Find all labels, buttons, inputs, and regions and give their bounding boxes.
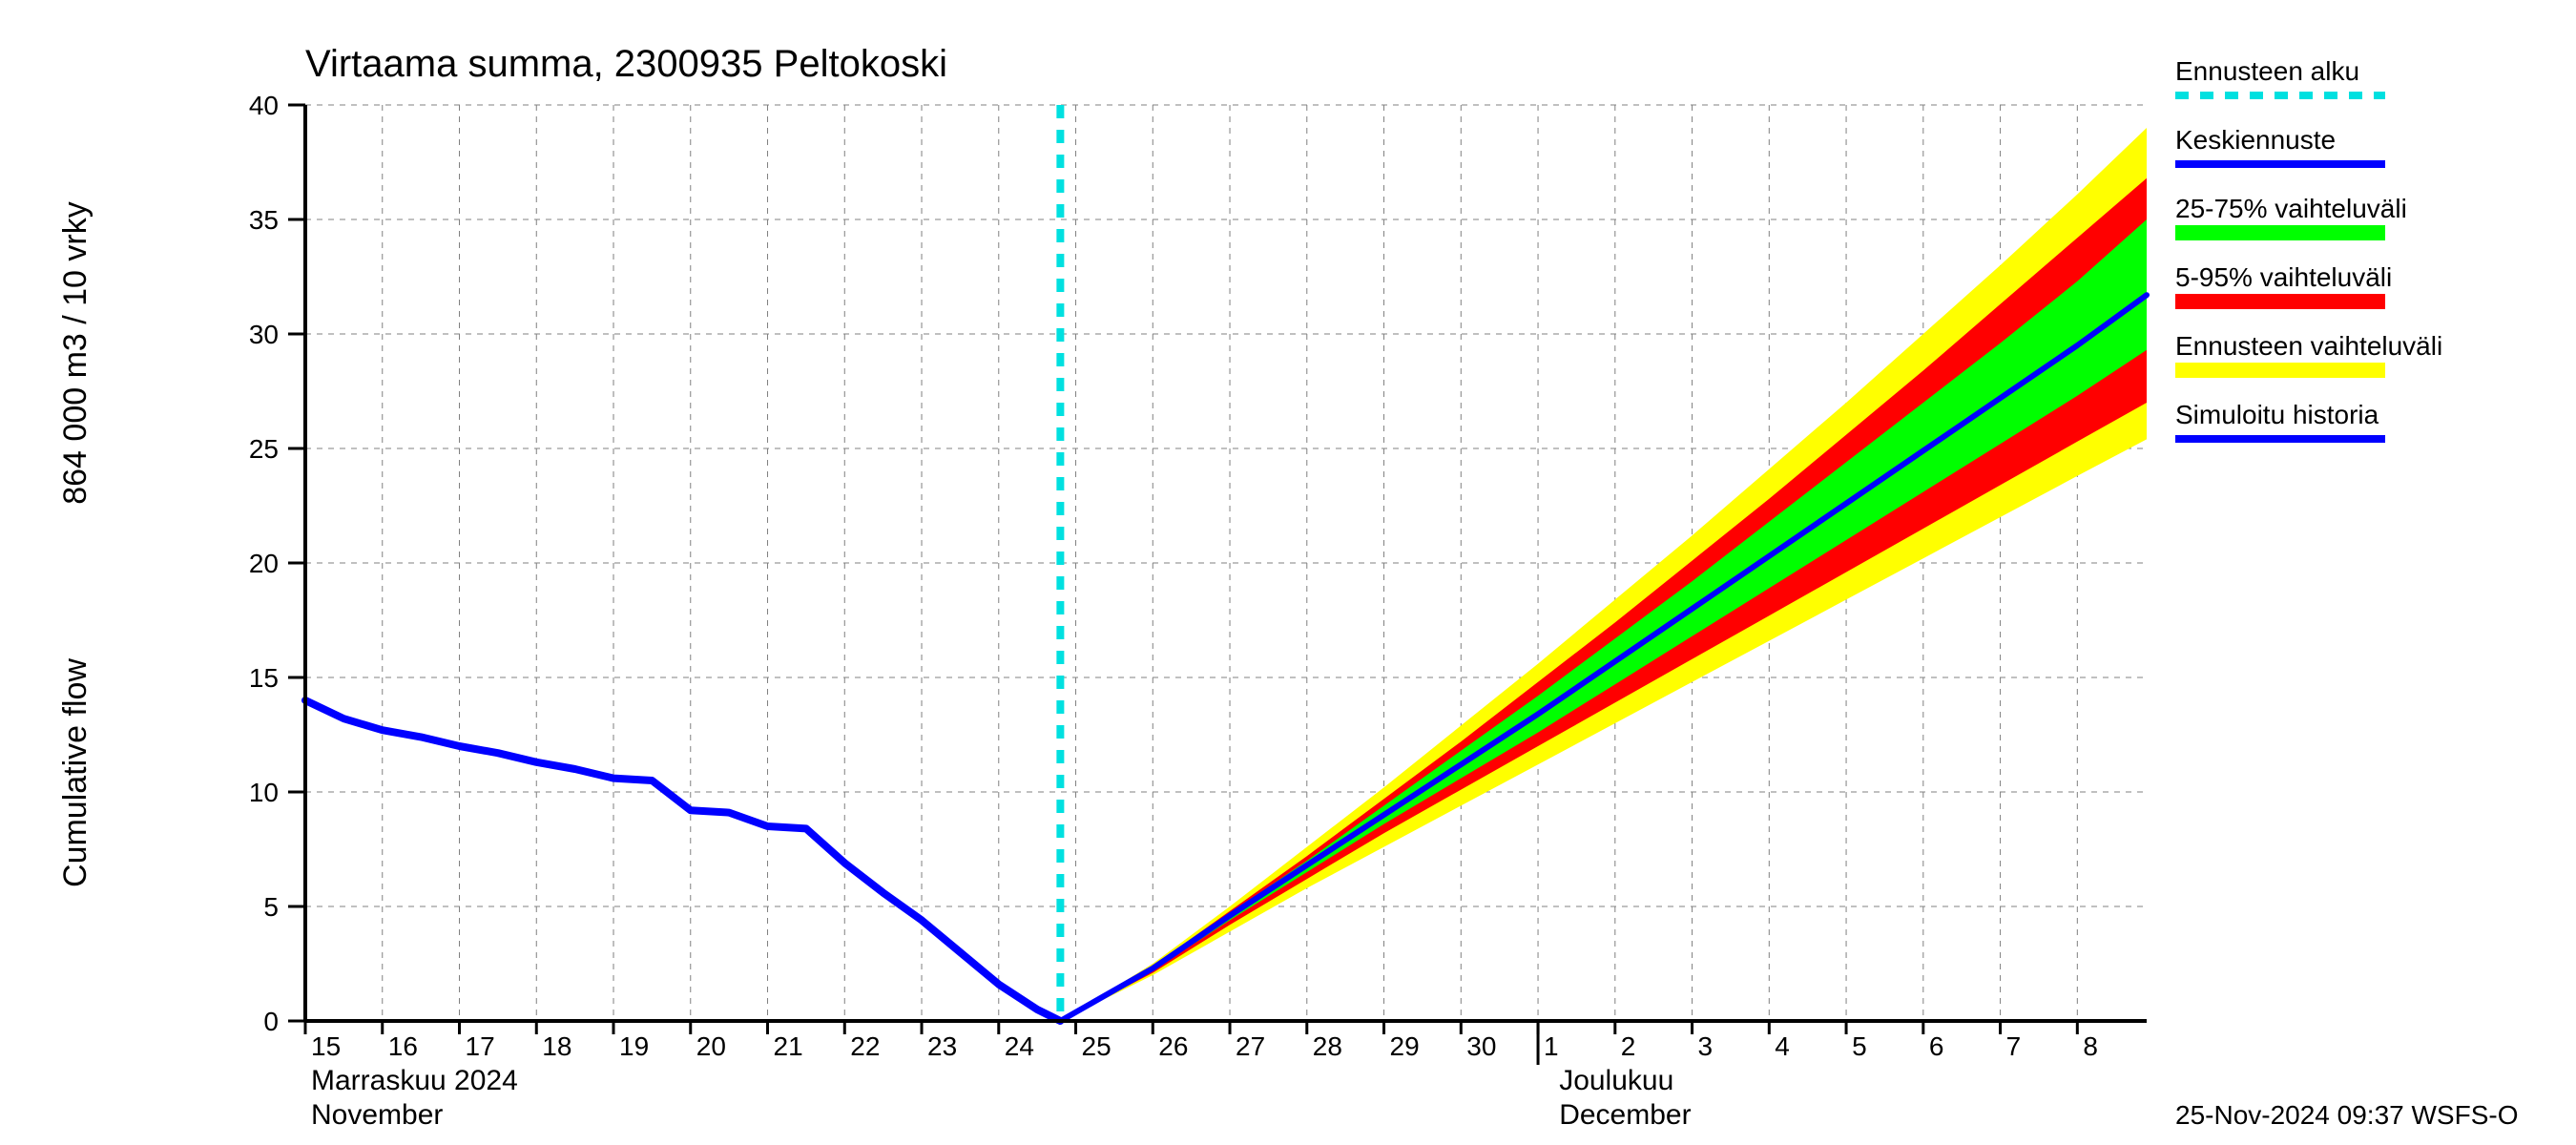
y-tick-label: 25 bbox=[249, 434, 279, 464]
legend-label: Keskiennuste bbox=[2175, 125, 2336, 155]
x-tick-label: 26 bbox=[1158, 1031, 1188, 1061]
month-label-left-en: November bbox=[311, 1099, 443, 1131]
legend-swatch-band bbox=[2175, 294, 2385, 309]
legend-swatch-band bbox=[2175, 363, 2385, 378]
y-axis-label-line1: Cumulative flow bbox=[57, 658, 93, 887]
y-tick-label: 35 bbox=[249, 205, 279, 235]
x-tick-label: 1 bbox=[1544, 1031, 1559, 1061]
legend-label: 25-75% vaihteluväli bbox=[2175, 194, 2407, 223]
legend-label: Ennusteen alku bbox=[2175, 56, 2359, 86]
chart-background bbox=[0, 0, 2576, 1145]
y-tick-label: 0 bbox=[263, 1007, 279, 1036]
y-axis-label-line2: 864 000 m3 / 10 vrky bbox=[57, 201, 93, 505]
x-tick-label: 7 bbox=[2006, 1031, 2022, 1061]
legend-swatch-band bbox=[2175, 225, 2385, 240]
chart-title: Virtaama summa, 2300935 Peltokoski bbox=[305, 43, 947, 85]
x-tick-label: 2 bbox=[1621, 1031, 1636, 1061]
x-tick-label: 27 bbox=[1236, 1031, 1265, 1061]
legend-label: 5-95% vaihteluväli bbox=[2175, 262, 2392, 292]
x-tick-label: 25 bbox=[1082, 1031, 1111, 1061]
month-label-right-fi: Joulukuu bbox=[1559, 1065, 1673, 1096]
x-tick-label: 18 bbox=[542, 1031, 571, 1061]
x-tick-label: 30 bbox=[1466, 1031, 1496, 1061]
x-tick-label: 5 bbox=[1852, 1031, 1867, 1061]
x-tick-label: 16 bbox=[388, 1031, 418, 1061]
x-tick-label: 24 bbox=[1005, 1031, 1034, 1061]
x-tick-label: 22 bbox=[850, 1031, 880, 1061]
y-tick-label: 40 bbox=[249, 91, 279, 120]
y-tick-label: 30 bbox=[249, 320, 279, 349]
footer-timestamp: 25-Nov-2024 09:37 WSFS-O bbox=[2175, 1100, 2519, 1130]
x-tick-label: 29 bbox=[1390, 1031, 1420, 1061]
x-tick-label: 20 bbox=[696, 1031, 726, 1061]
x-tick-label: 15 bbox=[311, 1031, 341, 1061]
x-tick-label: 8 bbox=[2083, 1031, 2098, 1061]
x-tick-label: 17 bbox=[466, 1031, 495, 1061]
x-tick-label: 19 bbox=[619, 1031, 649, 1061]
month-label-left-fi: Marraskuu 2024 bbox=[311, 1065, 518, 1096]
cumulative-flow-chart: 0510152025303540151617181920212223242526… bbox=[0, 0, 2576, 1145]
x-tick-label: 6 bbox=[1929, 1031, 1944, 1061]
y-tick-label: 20 bbox=[249, 549, 279, 578]
x-tick-label: 23 bbox=[927, 1031, 957, 1061]
y-tick-label: 10 bbox=[249, 778, 279, 807]
legend-label: Simuloitu historia bbox=[2175, 400, 2379, 429]
x-tick-label: 4 bbox=[1775, 1031, 1790, 1061]
x-tick-label: 3 bbox=[1698, 1031, 1714, 1061]
x-tick-label: 28 bbox=[1313, 1031, 1342, 1061]
month-label-right-en: December bbox=[1559, 1099, 1691, 1131]
legend-label: Ennusteen vaihteluväli bbox=[2175, 331, 2442, 361]
x-tick-label: 21 bbox=[774, 1031, 803, 1061]
y-tick-label: 15 bbox=[249, 663, 279, 693]
y-tick-label: 5 bbox=[263, 892, 279, 922]
